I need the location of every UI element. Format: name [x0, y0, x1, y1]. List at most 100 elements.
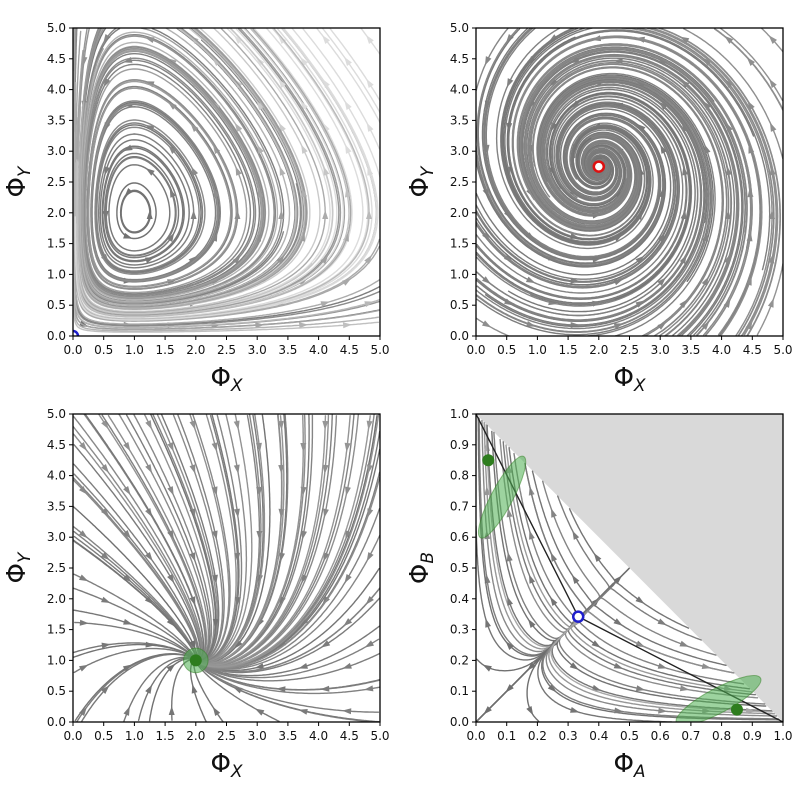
stream-arrow	[320, 640, 331, 648]
stream-arrow	[123, 442, 131, 452]
x-axis-label: ΦX	[210, 363, 242, 396]
panel-top-right: 0.0 0.5 1.0 1.5 2.0 2.5 3.0 3.5 4.0 4.5 5.0 0.0 0.5 1…	[405, 21, 793, 396]
y-axis-label-base: Φ	[405, 564, 435, 584]
streamline	[73, 131, 380, 328]
streamline	[476, 104, 677, 283]
y-tick-label: 1.0	[47, 653, 66, 667]
stream-arrow	[344, 56, 352, 66]
y-tick-label: 0.5	[47, 298, 66, 312]
streamline	[621, 28, 773, 336]
stream-arrow	[257, 144, 264, 154]
stream-arrow	[614, 707, 624, 714]
stream-arrow	[255, 322, 265, 329]
x-tick-label: 0.2	[528, 729, 547, 743]
x-tick-label: 4.5	[340, 729, 359, 743]
stream-arrow	[234, 640, 243, 649]
y-tick-label: 3.0	[47, 530, 66, 544]
stream-arrow	[145, 420, 152, 430]
fixed-point	[189, 654, 202, 667]
y-tick-label: 3.5	[47, 113, 66, 127]
stream-arrow	[256, 100, 265, 110]
stream-arrow	[167, 232, 175, 242]
stream-arrow	[526, 706, 534, 716]
stream-arrow	[657, 663, 668, 669]
streamline	[658, 28, 781, 336]
stream-arrow	[146, 210, 153, 219]
stream-arrow	[345, 486, 351, 496]
y-tick-label: 0.4	[450, 592, 469, 606]
y-tick-label: 0.0	[450, 329, 469, 343]
y-axis-label-base: Φ	[2, 177, 32, 197]
y-tick-label: 4.5	[47, 52, 66, 66]
stream-arrow	[657, 322, 667, 330]
streamline	[532, 66, 724, 336]
streamlines	[476, 28, 783, 336]
stream-arrow	[167, 442, 174, 452]
stream-arrow	[344, 442, 351, 452]
stream-arrow	[301, 144, 308, 154]
stream-arrow	[212, 618, 219, 628]
stream-arrow	[101, 596, 111, 603]
stream-arrow	[482, 664, 492, 672]
stream-arrow	[367, 166, 374, 176]
fixed-point	[73, 329, 80, 336]
x-tick-label: 0.4	[589, 729, 608, 743]
stream-arrow	[145, 168, 155, 176]
stream-arrow	[122, 574, 132, 583]
stream-arrow	[591, 684, 602, 691]
stream-arrow	[703, 101, 712, 110]
stream-arrow	[506, 78, 514, 88]
streamline	[476, 84, 702, 322]
stream-arrow	[506, 552, 513, 562]
stream-arrow	[233, 464, 240, 474]
stream-arrow	[366, 78, 374, 88]
x-axis-label-base: Φ	[210, 363, 230, 393]
stream-arrow	[769, 166, 776, 176]
stream-arrow	[234, 508, 240, 518]
x-axis-label: ΦX	[210, 749, 242, 782]
stream-arrow	[211, 530, 218, 540]
y-axis-label-sub: B	[418, 552, 438, 564]
x-axis-label-base: Φ	[210, 749, 230, 779]
stream-arrow	[681, 122, 689, 132]
x-tick-label: 5.0	[773, 343, 792, 357]
stream-arrow	[344, 100, 352, 110]
stream-arrow	[190, 210, 197, 219]
x-axis-label-sub: X	[230, 376, 243, 396]
y-tick-label: 3.5	[47, 499, 66, 513]
stream-arrow	[746, 57, 755, 66]
stream-arrow	[613, 323, 624, 330]
y-tick-label: 0.0	[450, 715, 469, 729]
stream-arrow	[145, 508, 153, 518]
stream-arrow	[506, 508, 513, 518]
stream-arrow	[213, 188, 220, 198]
x-tick-label: 0.5	[94, 343, 113, 357]
stream-arrow	[682, 166, 688, 176]
y-tick-label: 1.5	[47, 623, 66, 637]
y-tick-label: 2.5	[47, 561, 66, 575]
y-tick-label: 3.0	[47, 144, 66, 158]
stream-arrow	[769, 210, 776, 219]
stream-arrow	[342, 708, 352, 715]
y-tick-label: 1.0	[450, 267, 469, 281]
streamline	[719, 28, 783, 102]
stream-arrow	[658, 707, 668, 714]
stream-arrow	[255, 708, 265, 716]
stream-arrow	[746, 707, 756, 714]
stream-arrow	[529, 530, 535, 540]
streamline	[519, 47, 748, 336]
stream-arrow	[234, 35, 243, 44]
stream-arrow	[101, 642, 111, 649]
streamline	[73, 479, 199, 664]
stream-arrow	[189, 640, 196, 650]
streamline	[652, 28, 779, 336]
stream-arrow	[635, 685, 646, 692]
stream-arrow	[592, 256, 602, 263]
streamline	[291, 28, 380, 178]
panel-bottom-right: 0.0 0.1 0.2 0.3 0.4 0.5 0.6 0.7 0.8 0.9 1.0 0.0 0.1 0…	[405, 407, 793, 782]
stream-arrow	[547, 684, 557, 693]
stream-arrow	[322, 210, 329, 219]
streamline	[78, 28, 306, 310]
stream-arrow	[344, 188, 351, 198]
x-axis-label-sub: X	[230, 762, 243, 782]
